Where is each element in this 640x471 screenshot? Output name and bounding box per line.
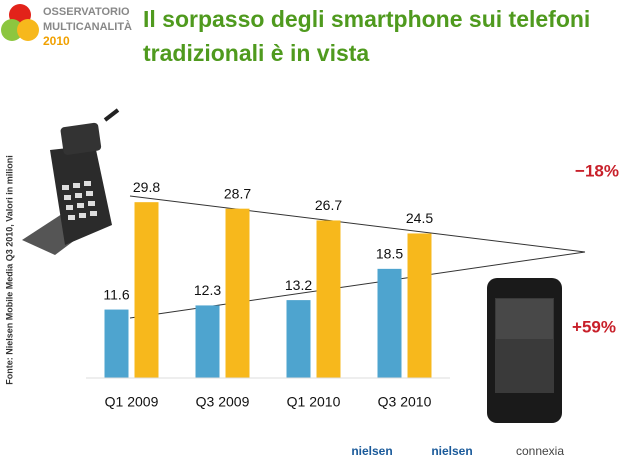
footer-logo: nielsen: [431, 444, 472, 458]
x-tick-label: Q1 2009: [105, 394, 159, 410]
bar: [134, 202, 159, 378]
bar: [316, 220, 341, 378]
chart-title: Il sorpasso degli smartphone sui telefon…: [143, 6, 591, 66]
logo-text: MULTICANALITÀ: [43, 20, 132, 33]
data-label: 29.8: [133, 179, 160, 195]
annotation: −18%: [575, 161, 619, 180]
trend-line: [129, 195, 586, 253]
data-label: 26.7: [315, 197, 342, 213]
logo-text: OSSERVATORIO: [43, 6, 130, 18]
annotation: +59%: [572, 317, 616, 336]
source: Fonte: Nielsen Mobile Media Q3 2010, Val…: [4, 155, 14, 385]
logo-text: 2010: [43, 34, 70, 48]
x-tick-label: Q3 2009: [196, 394, 250, 410]
logo-dot: [17, 19, 39, 41]
bar: [195, 305, 220, 378]
bar: [407, 233, 432, 378]
data-label: 13.2: [285, 277, 312, 293]
data-label: 18.5: [376, 246, 403, 262]
old-phone: [22, 108, 120, 255]
data-label: 24.5: [406, 210, 433, 226]
smartphone: [487, 278, 562, 423]
footer-logo: nielsen: [351, 444, 392, 458]
data-label: 28.7: [224, 185, 251, 201]
bar: [286, 300, 311, 378]
data-label: 12.3: [194, 282, 221, 298]
logo-dot: [1, 19, 23, 41]
bar: [104, 309, 129, 378]
x-tick-label: Q3 2010: [378, 394, 432, 410]
footer-logo: connexia: [516, 444, 564, 458]
bar: [225, 208, 250, 378]
bar: [377, 268, 402, 378]
x-tick-label: Q1 2010: [287, 394, 341, 410]
data-label: 11.6: [103, 286, 129, 302]
